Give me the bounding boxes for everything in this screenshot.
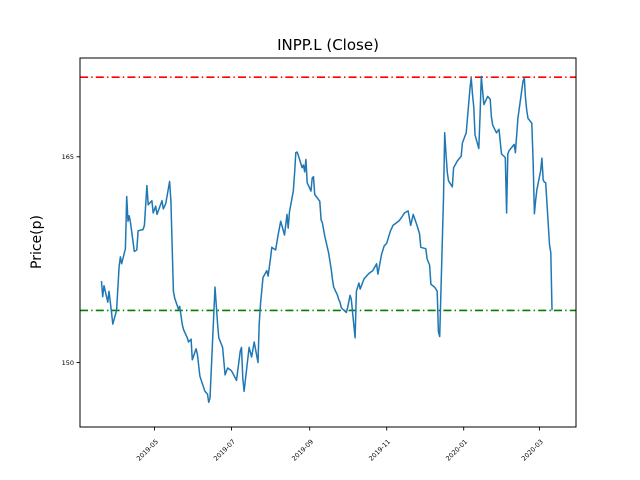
x-tick-label: 2020-01 — [444, 438, 469, 463]
chart-title: INPP.L (Close) — [277, 36, 379, 54]
x-tick-label: 2019-09 — [290, 438, 315, 463]
x-tick-label: 2019-05 — [135, 438, 160, 463]
y-tick-label: 150 — [62, 359, 74, 367]
x-tick-label: 2019-07 — [212, 438, 237, 463]
close-price-line — [100, 75, 553, 404]
x-tick-label: 2019-11 — [367, 438, 392, 463]
plot-area-border — [79, 57, 577, 428]
x-tick-label: 2020-03 — [520, 438, 545, 463]
y-tick-label: 165 — [62, 153, 74, 161]
y-axis-label: Price(p) — [29, 215, 45, 269]
